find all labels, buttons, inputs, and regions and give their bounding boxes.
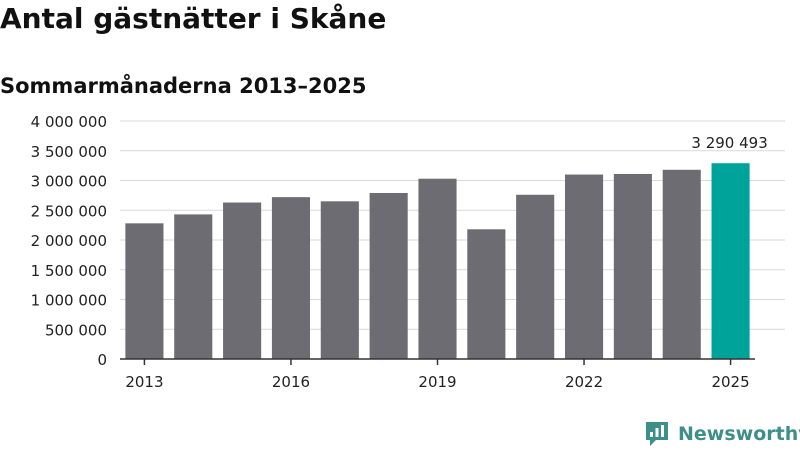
x-tick-label: 2019: [418, 373, 456, 391]
y-tick-label: 0: [97, 351, 107, 369]
y-tick-label: 3 500 000: [31, 143, 107, 161]
bar: [613, 173, 652, 359]
chart-subtitle: Sommarmånaderna 2013–2025: [0, 74, 367, 98]
y-tick-label: 500 000: [45, 321, 107, 339]
y-tick-label: 1 000 000: [31, 292, 107, 310]
x-tick-label: 2025: [711, 373, 749, 391]
newsworthy-logo-icon: [646, 422, 668, 446]
x-tick-label: 2022: [565, 373, 603, 391]
bar: [125, 223, 164, 359]
bar: [564, 174, 604, 359]
y-tick-label: 2 000 000: [31, 232, 107, 250]
x-tick-label: 2013: [125, 373, 163, 391]
bar: [320, 201, 359, 359]
bar: [467, 229, 506, 359]
y-tick-label: 3 000 000: [31, 173, 107, 191]
y-tick-label: 4 000 000: [31, 113, 107, 131]
bar: [418, 178, 457, 359]
bar: [369, 192, 408, 359]
bar: [662, 169, 701, 359]
bar: [174, 214, 213, 359]
x-tick-label: 2016: [272, 373, 310, 391]
bar: [711, 163, 750, 359]
bar: [271, 197, 311, 359]
bar: [223, 202, 262, 359]
y-tick-label: 2 500 000: [31, 202, 107, 220]
newsworthy-brand: Newsworthy: [644, 420, 800, 448]
data-label: 3 290 493: [691, 134, 767, 152]
y-tick-label: 1 500 000: [31, 262, 107, 280]
brand-name: Newsworthy: [678, 423, 800, 445]
chart-title: Antal gästnätter i Skåne: [0, 2, 387, 35]
bar: [516, 194, 555, 359]
